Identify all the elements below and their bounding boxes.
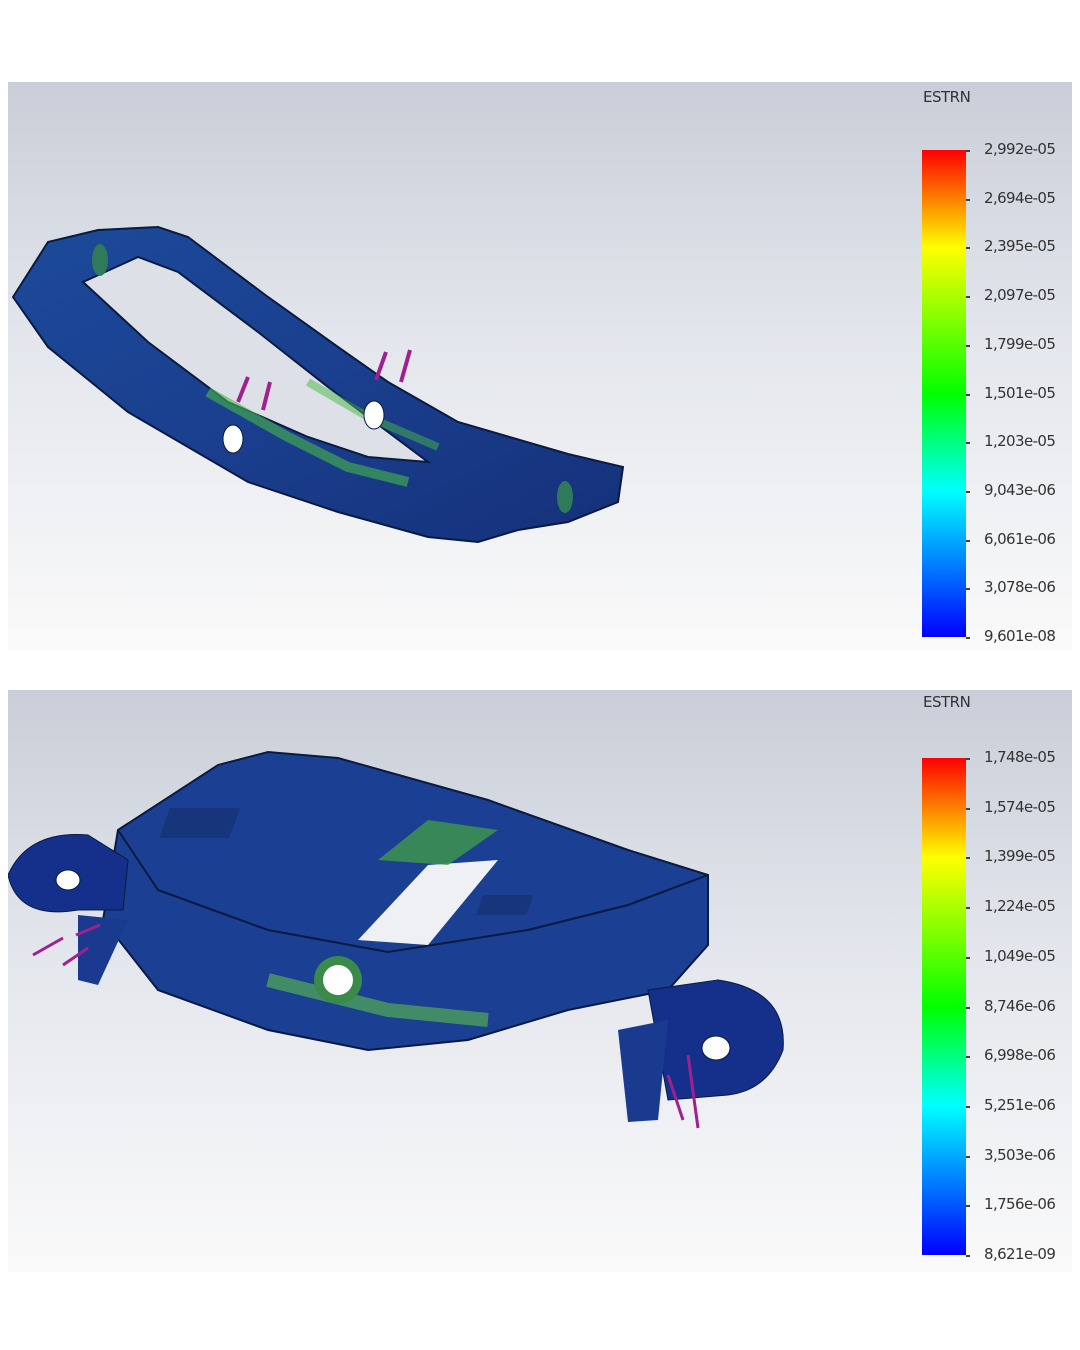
tick-label: 8,621e-09 [984,1245,1056,1263]
tick-label: 9,601e-08 [984,627,1056,645]
model-frame-part [11,225,625,544]
load-arrows [32,923,700,1129]
tick-mark [966,344,970,347]
tick-label: 1,399e-05 [984,847,1056,866]
tick-label: 1,501e-05 [984,383,1056,402]
tick-mark [966,907,970,910]
tick-label: 1,799e-05 [984,334,1056,353]
tick-label: 1,756e-06 [984,1195,1056,1214]
color-scale-bar [922,150,966,637]
tick-mark [966,1255,970,1257]
legend-title: ESTRN [923,693,971,711]
tick-mark [966,198,970,201]
model-bracket-part [8,750,784,1129]
tick-mark [966,539,970,542]
tick-label: 8,746e-06 [984,996,1056,1015]
tick-mark [966,490,970,493]
strain-plot-top: ESTRN 2,992e-05 2,694e-05 2,395e-05 2,097e-… [8,82,1072,650]
tick-mark [966,1155,970,1158]
strain-plot-bottom: ESTRN 1,748e-05 1,574e-05 1,399e-05 1,224e-… [8,690,1072,1272]
tick-mark [966,296,970,299]
tick-mark [966,1205,970,1208]
tick-label: 1,224e-05 [984,897,1056,916]
legend-ticks: 2,992e-05 2,694e-05 2,395e-05 2,097e-05 1,79… [966,140,1066,645]
tick-label: 1,574e-05 [984,797,1056,816]
legend-title: ESTRN [923,88,971,106]
tick-mark [966,1056,970,1059]
legend-ticks: 1,748e-05 1,574e-05 1,399e-05 1,224e-05 1,04… [966,748,1066,1263]
tick-label: 6,061e-06 [984,529,1056,548]
tick-mark [966,393,970,396]
tick-label: 2,395e-05 [984,237,1056,256]
tick-mark [966,1006,970,1009]
tick-mark [966,1105,970,1108]
tick-label: 5,251e-06 [984,1095,1056,1114]
load-arrows [236,349,412,411]
tick-mark [966,637,970,639]
tick-label: 1,049e-05 [984,946,1056,965]
tick-mark [966,588,970,591]
tick-label: 1,203e-05 [984,432,1056,451]
tick-mark [966,247,970,250]
tick-mark [966,857,970,860]
tick-label: 1,748e-05 [984,748,1056,766]
tick-label: 2,694e-05 [984,188,1056,207]
tick-label: 2,992e-05 [984,140,1056,158]
tick-mark [966,150,970,152]
tick-mark [966,758,970,760]
tick-mark [966,442,970,445]
tick-label: 6,998e-06 [984,1046,1056,1065]
color-scale-bar [922,758,966,1255]
tick-mark [966,807,970,810]
tick-mark [966,956,970,959]
tick-label: 9,043e-06 [984,480,1056,499]
tick-label: 3,503e-06 [984,1145,1056,1164]
tick-label: 2,097e-05 [984,286,1056,305]
tick-label: 3,078e-06 [984,578,1056,597]
